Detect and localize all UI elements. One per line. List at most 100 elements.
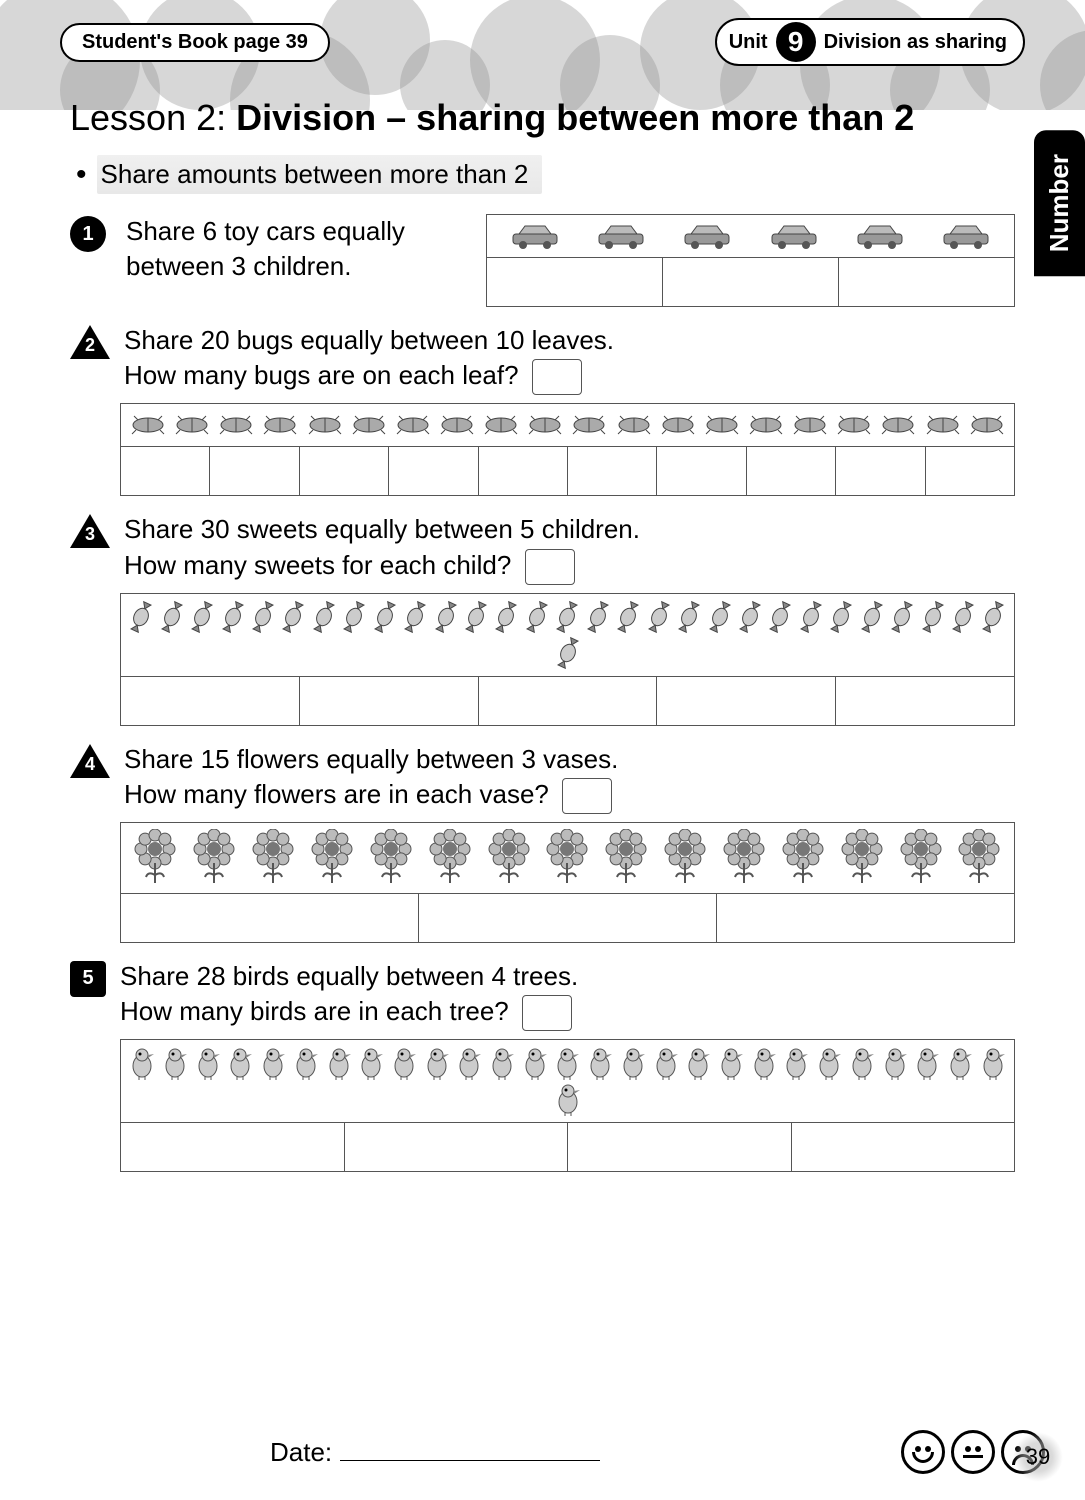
bug-icon bbox=[437, 414, 477, 436]
answer-cell[interactable] bbox=[656, 677, 835, 725]
bug-icon bbox=[569, 414, 609, 436]
flower-icon bbox=[658, 829, 712, 887]
bird-icon bbox=[258, 1046, 288, 1080]
bird-icon bbox=[618, 1046, 648, 1080]
question-4-answer-row[interactable] bbox=[121, 893, 1014, 942]
sweet-icon bbox=[797, 600, 825, 634]
bird-icon bbox=[454, 1046, 484, 1080]
answer-cell[interactable] bbox=[835, 447, 924, 495]
date-field: Date: bbox=[270, 1437, 600, 1468]
question-5-answer-box[interactable] bbox=[522, 995, 572, 1031]
bird-icon bbox=[127, 1046, 157, 1080]
answer-cell[interactable] bbox=[656, 447, 745, 495]
answer-cell[interactable] bbox=[121, 447, 209, 495]
question-4-answer-box[interactable] bbox=[562, 778, 612, 814]
car-icon bbox=[507, 222, 563, 250]
question-3-answer-row[interactable] bbox=[121, 676, 1014, 725]
bird-icon bbox=[880, 1046, 910, 1080]
question-2-answer-row[interactable] bbox=[121, 446, 1014, 495]
sweet-icon bbox=[462, 600, 490, 634]
sweet-icon bbox=[645, 600, 673, 634]
answer-cell[interactable] bbox=[121, 894, 418, 942]
question-3-line1: Share 30 sweets equally between 5 childr… bbox=[124, 514, 640, 544]
bug-icon bbox=[834, 414, 874, 436]
answer-cell[interactable] bbox=[567, 1123, 791, 1171]
bug-icon bbox=[923, 414, 963, 436]
sweet-icon bbox=[127, 600, 155, 634]
question-5-answer-row[interactable] bbox=[121, 1122, 1014, 1171]
flower-icon bbox=[482, 829, 536, 887]
question-2-grid bbox=[120, 403, 1015, 496]
sweet-icon bbox=[279, 600, 307, 634]
answer-cell[interactable] bbox=[835, 677, 1014, 725]
flower-icon bbox=[423, 829, 477, 887]
question-5-text: Share 28 birds equally between 4 trees. … bbox=[120, 959, 1015, 1031]
neutral-face-icon[interactable] bbox=[951, 1430, 995, 1474]
question-2-answer-box[interactable] bbox=[532, 359, 582, 395]
bird-icon bbox=[324, 1046, 354, 1080]
question-1-answer-row[interactable] bbox=[487, 257, 1014, 306]
answer-cell[interactable] bbox=[121, 677, 299, 725]
bird-icon bbox=[160, 1046, 190, 1080]
bug-icon bbox=[305, 414, 345, 436]
bird-icon bbox=[716, 1046, 746, 1080]
question-1: 1 Share 6 toy cars equally between 3 chi… bbox=[70, 214, 1015, 307]
answer-cell[interactable] bbox=[746, 447, 835, 495]
sweet-icon bbox=[371, 600, 399, 634]
answer-cell[interactable] bbox=[478, 447, 567, 495]
question-5-items bbox=[121, 1040, 1014, 1122]
objective-text: Share amounts between more than 2 bbox=[97, 155, 543, 194]
page-header: Student's Book page 39 Unit 9 Division a… bbox=[0, 0, 1085, 66]
question-4-items bbox=[121, 823, 1014, 893]
sweet-icon bbox=[340, 600, 368, 634]
bird-icon bbox=[553, 1082, 583, 1116]
answer-cell[interactable] bbox=[487, 258, 662, 306]
bug-icon bbox=[878, 414, 918, 436]
answer-cell[interactable] bbox=[662, 258, 838, 306]
answer-cell[interactable] bbox=[209, 447, 298, 495]
subject-side-tab: Number bbox=[1034, 130, 1085, 276]
answer-cell[interactable] bbox=[838, 258, 1014, 306]
bird-icon bbox=[945, 1046, 975, 1080]
question-2-line2: How many bugs are on each leaf? bbox=[124, 360, 519, 390]
answer-cell[interactable] bbox=[299, 677, 478, 725]
question-3-answer-box[interactable] bbox=[525, 549, 575, 585]
answer-cell[interactable] bbox=[567, 447, 656, 495]
date-blank-line[interactable] bbox=[340, 1437, 600, 1461]
question-2: 2 Share 20 bugs equally between 10 leave… bbox=[70, 323, 1015, 496]
bullet-icon: • bbox=[76, 158, 87, 192]
sweet-icon bbox=[188, 600, 216, 634]
page-footer: Date: bbox=[70, 1430, 1045, 1474]
question-5: 5 Share 28 birds equally between 4 trees… bbox=[70, 959, 1015, 1172]
bug-icon bbox=[790, 414, 830, 436]
answer-cell[interactable] bbox=[121, 1123, 344, 1171]
bird-icon bbox=[847, 1046, 877, 1080]
answer-cell[interactable] bbox=[388, 447, 477, 495]
bird-icon bbox=[814, 1046, 844, 1080]
answer-cell[interactable] bbox=[716, 894, 1014, 942]
question-2-items bbox=[121, 404, 1014, 446]
flower-icon bbox=[187, 829, 241, 887]
answer-cell[interactable] bbox=[791, 1123, 1015, 1171]
sweet-icon bbox=[249, 600, 277, 634]
question-1-items bbox=[487, 215, 1014, 257]
bug-icon bbox=[128, 414, 168, 436]
question-3-items bbox=[121, 594, 1014, 676]
happy-face-icon[interactable] bbox=[901, 1430, 945, 1474]
bug-icon bbox=[216, 414, 256, 436]
question-2-text: Share 20 bugs equally between 10 leaves.… bbox=[124, 323, 1015, 395]
answer-cell[interactable] bbox=[478, 677, 657, 725]
answer-cell[interactable] bbox=[925, 447, 1014, 495]
question-4: 4 Share 15 flowers equally between 3 vas… bbox=[70, 742, 1015, 943]
worksheet-content: Lesson 2: Division – sharing between mor… bbox=[0, 66, 1085, 1172]
sweet-icon bbox=[614, 600, 642, 634]
answer-cell[interactable] bbox=[344, 1123, 568, 1171]
question-5-line1: Share 28 birds equally between 4 trees. bbox=[120, 961, 578, 991]
answer-cell[interactable] bbox=[418, 894, 716, 942]
question-5-grid bbox=[120, 1039, 1015, 1172]
bug-icon bbox=[481, 414, 521, 436]
car-icon bbox=[852, 222, 908, 250]
question-number-5: 5 bbox=[70, 961, 106, 997]
answer-cell[interactable] bbox=[299, 447, 388, 495]
book-reference-pill: Student's Book page 39 bbox=[60, 23, 330, 62]
